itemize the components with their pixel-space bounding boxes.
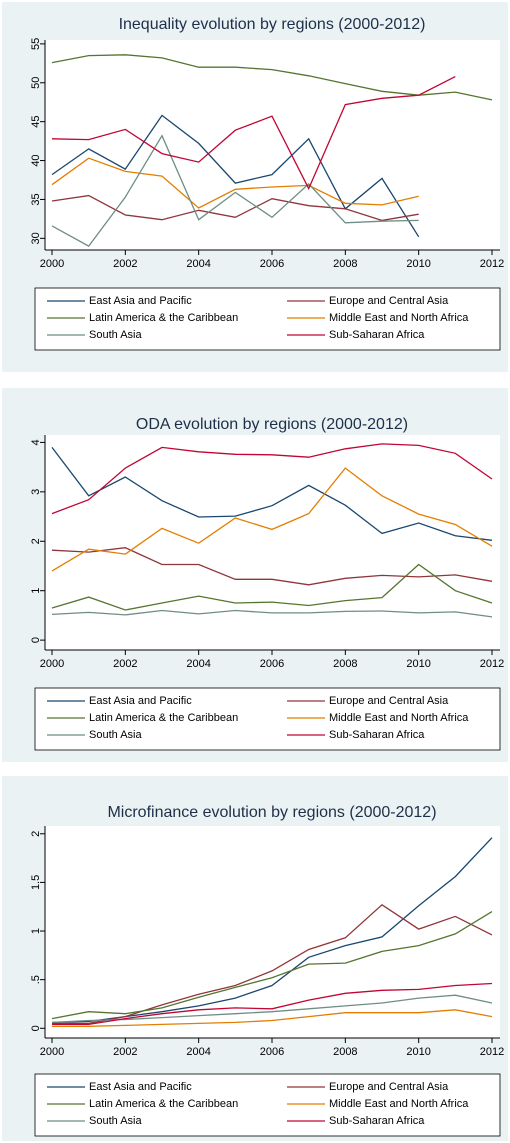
chart-title: Inequality evolution by regions (2000-20… xyxy=(119,16,426,33)
legend-label: South Asia xyxy=(89,729,142,741)
x-tick-label: 2012 xyxy=(480,658,504,670)
series-line xyxy=(51,76,456,191)
y-tick-label: 55 xyxy=(30,38,42,50)
x-tick-label: 2004 xyxy=(186,258,210,270)
x-tick-label: 2010 xyxy=(406,658,430,670)
x-tick-label: 2004 xyxy=(186,1046,210,1058)
y-tick-label: 1 xyxy=(30,928,42,934)
y-tick-label: 2 xyxy=(30,831,42,837)
legend-label: Europe and Central Asia xyxy=(329,695,449,707)
plot-area xyxy=(45,826,500,1038)
legend-label: East Asia and Pacific xyxy=(89,1081,192,1093)
x-tick-label: 2004 xyxy=(186,658,210,670)
legend-label: Europe and Central Asia xyxy=(329,295,449,307)
legend-box xyxy=(34,687,501,751)
x-tick-label: 2008 xyxy=(333,1046,357,1058)
x-tick-label: 2006 xyxy=(260,658,284,670)
plot-area xyxy=(45,435,500,650)
legend-label: South Asia xyxy=(89,1115,142,1127)
chart-title: Microfinance evolution by regions (2000-… xyxy=(107,804,436,821)
chart-title: ODA evolution by regions (2000-2012) xyxy=(136,416,408,433)
y-tick-label: 40 xyxy=(30,154,42,166)
y-tick-label: 50 xyxy=(30,77,42,89)
y-tick-label: 2 xyxy=(30,538,42,544)
y-tick-label: .5 xyxy=(30,975,42,984)
x-tick-label: 2012 xyxy=(480,258,504,270)
x-tick-label: 2002 xyxy=(113,658,137,670)
y-tick-label: 35 xyxy=(30,193,42,205)
x-tick-label: 2006 xyxy=(260,1046,284,1058)
y-tick-label: 0 xyxy=(30,1025,42,1031)
y-tick-label: 1.5 xyxy=(30,875,42,890)
legend-box xyxy=(34,1073,501,1137)
x-tick-label: 2000 xyxy=(40,658,64,670)
plot-area xyxy=(45,40,500,250)
x-tick-label: 2006 xyxy=(260,258,284,270)
y-tick-label: 3 xyxy=(30,489,42,495)
legend-label: Sub-Saharan Africa xyxy=(329,329,425,341)
legend-label: Europe and Central Asia xyxy=(329,1081,449,1093)
series-line xyxy=(51,911,493,1020)
series-line xyxy=(51,443,493,515)
x-tick-label: 2002 xyxy=(113,1046,137,1058)
x-tick-label: 2010 xyxy=(406,258,430,270)
legend-label: Latin America & the Caribbean xyxy=(89,312,238,324)
legend-label: Sub-Saharan Africa xyxy=(329,1115,425,1127)
series-line xyxy=(51,447,493,541)
legend-label: Latin America & the Caribbean xyxy=(89,1098,238,1110)
y-tick-label: 45 xyxy=(30,116,42,128)
y-tick-label: 0 xyxy=(30,637,42,643)
series-line xyxy=(52,903,493,1025)
series-line xyxy=(51,157,419,209)
x-tick-label: 2000 xyxy=(40,1046,64,1058)
series-line xyxy=(52,1009,493,1027)
x-tick-label: 2000 xyxy=(40,258,64,270)
x-tick-label: 2012 xyxy=(480,1046,504,1058)
legend-label: East Asia and Pacific xyxy=(89,695,192,707)
legend-label: Latin America & the Caribbean xyxy=(89,712,238,724)
series-line xyxy=(51,609,493,618)
legend-label: Sub-Saharan Africa xyxy=(329,729,425,741)
series-line xyxy=(51,547,493,586)
x-tick-label: 2002 xyxy=(113,258,137,270)
y-tick-label: 1 xyxy=(30,588,42,594)
legend-label: South Asia xyxy=(89,329,142,341)
series-line xyxy=(51,134,419,247)
y-tick-label: 30 xyxy=(30,232,42,244)
series-line xyxy=(51,194,419,222)
legend-box xyxy=(34,287,501,351)
legend-label: Middle East and North Africa xyxy=(329,312,469,324)
x-tick-label: 2010 xyxy=(406,1046,430,1058)
x-tick-label: 2008 xyxy=(333,658,357,670)
series-line xyxy=(51,563,493,611)
x-tick-label: 2008 xyxy=(333,258,357,270)
legend-label: Middle East and North Africa xyxy=(329,1098,469,1110)
series-line xyxy=(51,114,420,238)
legend-label: East Asia and Pacific xyxy=(89,295,192,307)
series-line xyxy=(52,982,493,1026)
series-line xyxy=(51,994,493,1024)
series-line xyxy=(51,467,493,572)
legend-label: Middle East and North Africa xyxy=(329,712,469,724)
y-tick-label: 4 xyxy=(30,439,42,445)
